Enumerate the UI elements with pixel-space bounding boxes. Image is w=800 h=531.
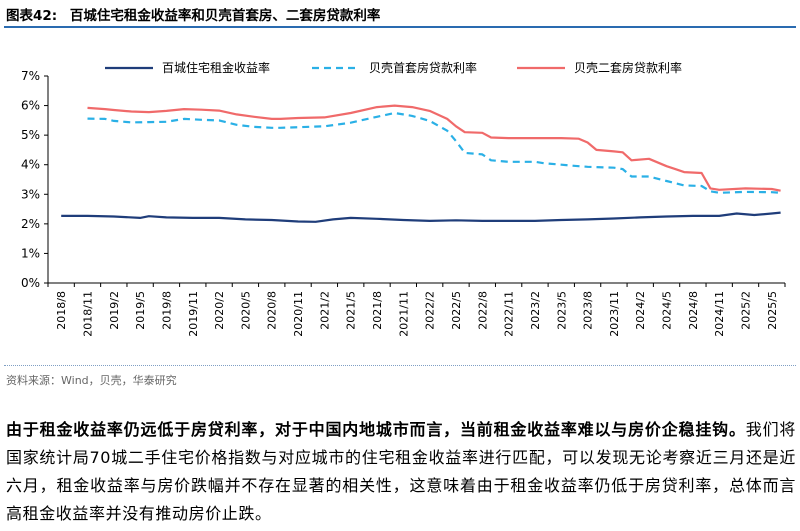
x-tick-label: 2020/8 — [266, 291, 279, 330]
figure-title-text: 百城住宅租金收益率和贝壳首套房、二套房贷款利率 — [69, 8, 381, 24]
figure-label: 图表42: — [6, 8, 58, 24]
x-tick-label: 2023/2 — [529, 291, 542, 330]
legend-label-3: 贝壳二套房贷款利率 — [574, 60, 682, 75]
y-tick-label: 7% — [21, 69, 40, 83]
series-line-3 — [87, 104, 781, 192]
paragraph-text: 我们将国家统计局70城二手住宅价格指数与对应城市的住宅租金收益率进行匹配，可以发… — [6, 420, 796, 523]
y-tick-label: 5% — [21, 128, 40, 142]
x-tick-label: 2024/2 — [634, 291, 647, 330]
x-tick-label: 2022/5 — [450, 291, 463, 330]
y-tick-label: 6% — [21, 99, 40, 113]
x-tick-label: 2018/8 — [55, 291, 68, 330]
legend-label-2: 贝壳首套房贷款利率 — [369, 60, 477, 75]
line-chart: 0% 1% 2% 3% 4% 5% 6% 7% 2018/8 2018/11 2019/2 2019/… — [21, 60, 786, 337]
x-tick-label: 2021/8 — [371, 291, 384, 330]
y-tick-label: 2% — [21, 217, 40, 231]
x-tick-label: 2019/5 — [134, 291, 147, 330]
series-line-1 — [61, 211, 781, 223]
y-tick-label: 0% — [21, 276, 40, 290]
body-paragraph: 由于租金收益率仍远低于房贷利率，对于中国内地城市而言，当前租金收益率难以与房价企… — [6, 416, 796, 528]
source-note: 资料来源：Wind，贝壳，华泰研究 — [6, 374, 177, 387]
x-tick-label: 2025/2 — [740, 291, 753, 330]
x-tick-label: 2020/2 — [213, 291, 226, 330]
x-tick-label: 2021/5 — [345, 291, 358, 330]
y-tick-label: 4% — [21, 158, 40, 172]
figure-title: 图表42: 百城住宅租金收益率和贝壳首套房、二套房贷款利率 — [6, 4, 380, 24]
x-tick-label: 2024/8 — [687, 291, 700, 330]
x-tick-label: 2022/2 — [424, 291, 437, 330]
x-tick-label: 2020/11 — [292, 291, 305, 337]
x-tick-label: 2019/8 — [160, 291, 173, 330]
paragraph-bold: 由于租金收益率仍远低于房贷利率，对于中国内地城市而言，当前租金收益率难以与房价企… — [6, 420, 746, 439]
x-tick-label: 2018/11 — [81, 291, 94, 337]
x-tick-label: 2022/8 — [476, 291, 489, 330]
x-tick-label: 2020/5 — [239, 291, 252, 330]
x-tick-label: 2023/5 — [555, 291, 568, 330]
x-tick-label: 2021/11 — [397, 291, 410, 337]
x-tick-label: 2021/2 — [318, 291, 331, 330]
x-tick-label: 2023/11 — [608, 291, 621, 337]
y-tick-label: 3% — [21, 187, 40, 201]
x-tick-label: 2022/11 — [503, 291, 516, 337]
y-tick-label: 1% — [21, 246, 40, 260]
source-rule — [4, 365, 796, 366]
x-tick-label: 2019/11 — [187, 291, 200, 337]
x-tick-label: 2024/11 — [713, 291, 726, 337]
x-tick-label: 2019/2 — [108, 291, 121, 330]
title-rule — [4, 26, 796, 28]
x-tick-label: 2025/5 — [766, 291, 779, 330]
legend-label-1: 百城住宅租金收益率 — [162, 60, 270, 75]
series-line-2 — [87, 111, 781, 194]
x-tick-label: 2023/8 — [582, 291, 595, 330]
x-tick-label: 2024/5 — [661, 291, 674, 330]
